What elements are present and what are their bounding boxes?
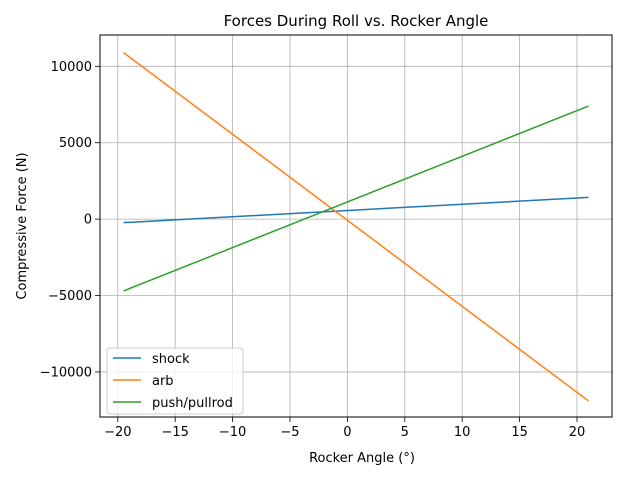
legend-label-arb: arb — [152, 374, 174, 389]
y-tick-label: 0 — [84, 213, 92, 228]
x-tick-label: 15 — [511, 425, 528, 440]
legend-label-shock: shock — [152, 352, 190, 367]
x-tick-label: 10 — [454, 425, 471, 440]
y-axis-label: Compressive Force (N) — [15, 152, 30, 299]
y-tick-label: 10000 — [51, 60, 92, 75]
legend: shock arb push/pullrod — [106, 347, 244, 415]
y-tick-label: −10000 — [40, 365, 92, 380]
series-line-push-pullrod — [123, 105, 589, 292]
x-tick-label: −15 — [161, 425, 188, 440]
axis-ticks: −20 −15 −10 −5 0 5 10 15 20 −10000 −5000 0 5000 10000 — [40, 60, 586, 440]
legend-label-push-pullrod: push/pullrod — [152, 396, 233, 411]
x-axis-label: Rocker Angle (°) — [309, 451, 415, 466]
y-tick-label: 5000 — [59, 136, 92, 151]
series-lines — [123, 51, 589, 402]
series-line-shock — [123, 196, 589, 224]
x-tick-label: −20 — [104, 425, 131, 440]
x-tick-label: 0 — [343, 425, 351, 440]
x-tick-label: 20 — [569, 425, 586, 440]
x-tick-label: 5 — [401, 425, 409, 440]
legend-box — [106, 347, 244, 415]
series-line-arb — [123, 51, 589, 402]
x-tick-label: −10 — [219, 425, 246, 440]
plot-frame — [99, 34, 613, 418]
x-tick-label: −5 — [280, 425, 299, 440]
chart-title: Forces During Roll vs. Rocker Angle — [224, 12, 489, 30]
y-tick-label: −5000 — [48, 289, 92, 304]
